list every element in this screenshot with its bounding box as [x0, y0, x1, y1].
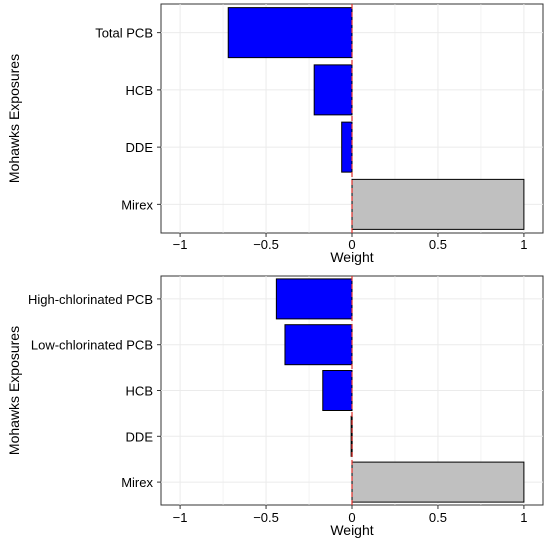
- x-tick-label: 0.5: [429, 510, 447, 525]
- chart-panel-1: Total PCB HCB DDE Mirex −1 −0.5 0 0.5 1 Weight Moh…: [6, 3, 544, 265]
- y-tick-label: Mirex: [121, 475, 153, 490]
- x-tick-label: 1: [520, 510, 527, 525]
- bar-low-chlorinated-pcb: [284, 324, 353, 366]
- bar-hcb: [313, 64, 353, 116]
- x-tick-label: −0.5: [253, 510, 279, 525]
- x-tick-label: −1: [173, 237, 188, 252]
- bar-mirex: [351, 461, 525, 503]
- y-tick-label: HCB: [126, 384, 153, 399]
- x-tick-label: 0.5: [429, 237, 447, 252]
- x-tick-label: −1: [173, 510, 188, 525]
- bar-hcb: [322, 370, 353, 411]
- y-axis-title: Mohawks Exposures: [6, 54, 22, 183]
- x-tick-label: 0: [348, 237, 355, 252]
- y-tick-label: Total PCB: [95, 26, 153, 41]
- y-axis-title: Mohawks Exposures: [6, 326, 22, 455]
- chart-panel-2: High-chlorinated PCB Low-chlorinated PCB H…: [6, 275, 544, 538]
- y-tick-label: DDE: [126, 429, 154, 444]
- y-tick-label: DDE: [126, 140, 154, 155]
- y-tick-label: HCB: [126, 83, 153, 98]
- x-tick-label: 0: [348, 510, 355, 525]
- bar-mirex: [351, 178, 525, 230]
- x-axis-title: Weight: [330, 249, 373, 265]
- y-tick-label: Low-chlorinated PCB: [31, 338, 153, 353]
- bar-total-pcb: [227, 7, 353, 59]
- bar-dde: [341, 121, 353, 173]
- x-tick-label: −0.5: [253, 237, 279, 252]
- y-tick-label: Mirex: [121, 197, 153, 212]
- x-axis-title: Weight: [330, 522, 373, 538]
- y-tick-label: High-chlorinated PCB: [28, 292, 153, 307]
- x-tick-label: 1: [520, 237, 527, 252]
- bar-high-chlorinated-pcb: [275, 278, 353, 320]
